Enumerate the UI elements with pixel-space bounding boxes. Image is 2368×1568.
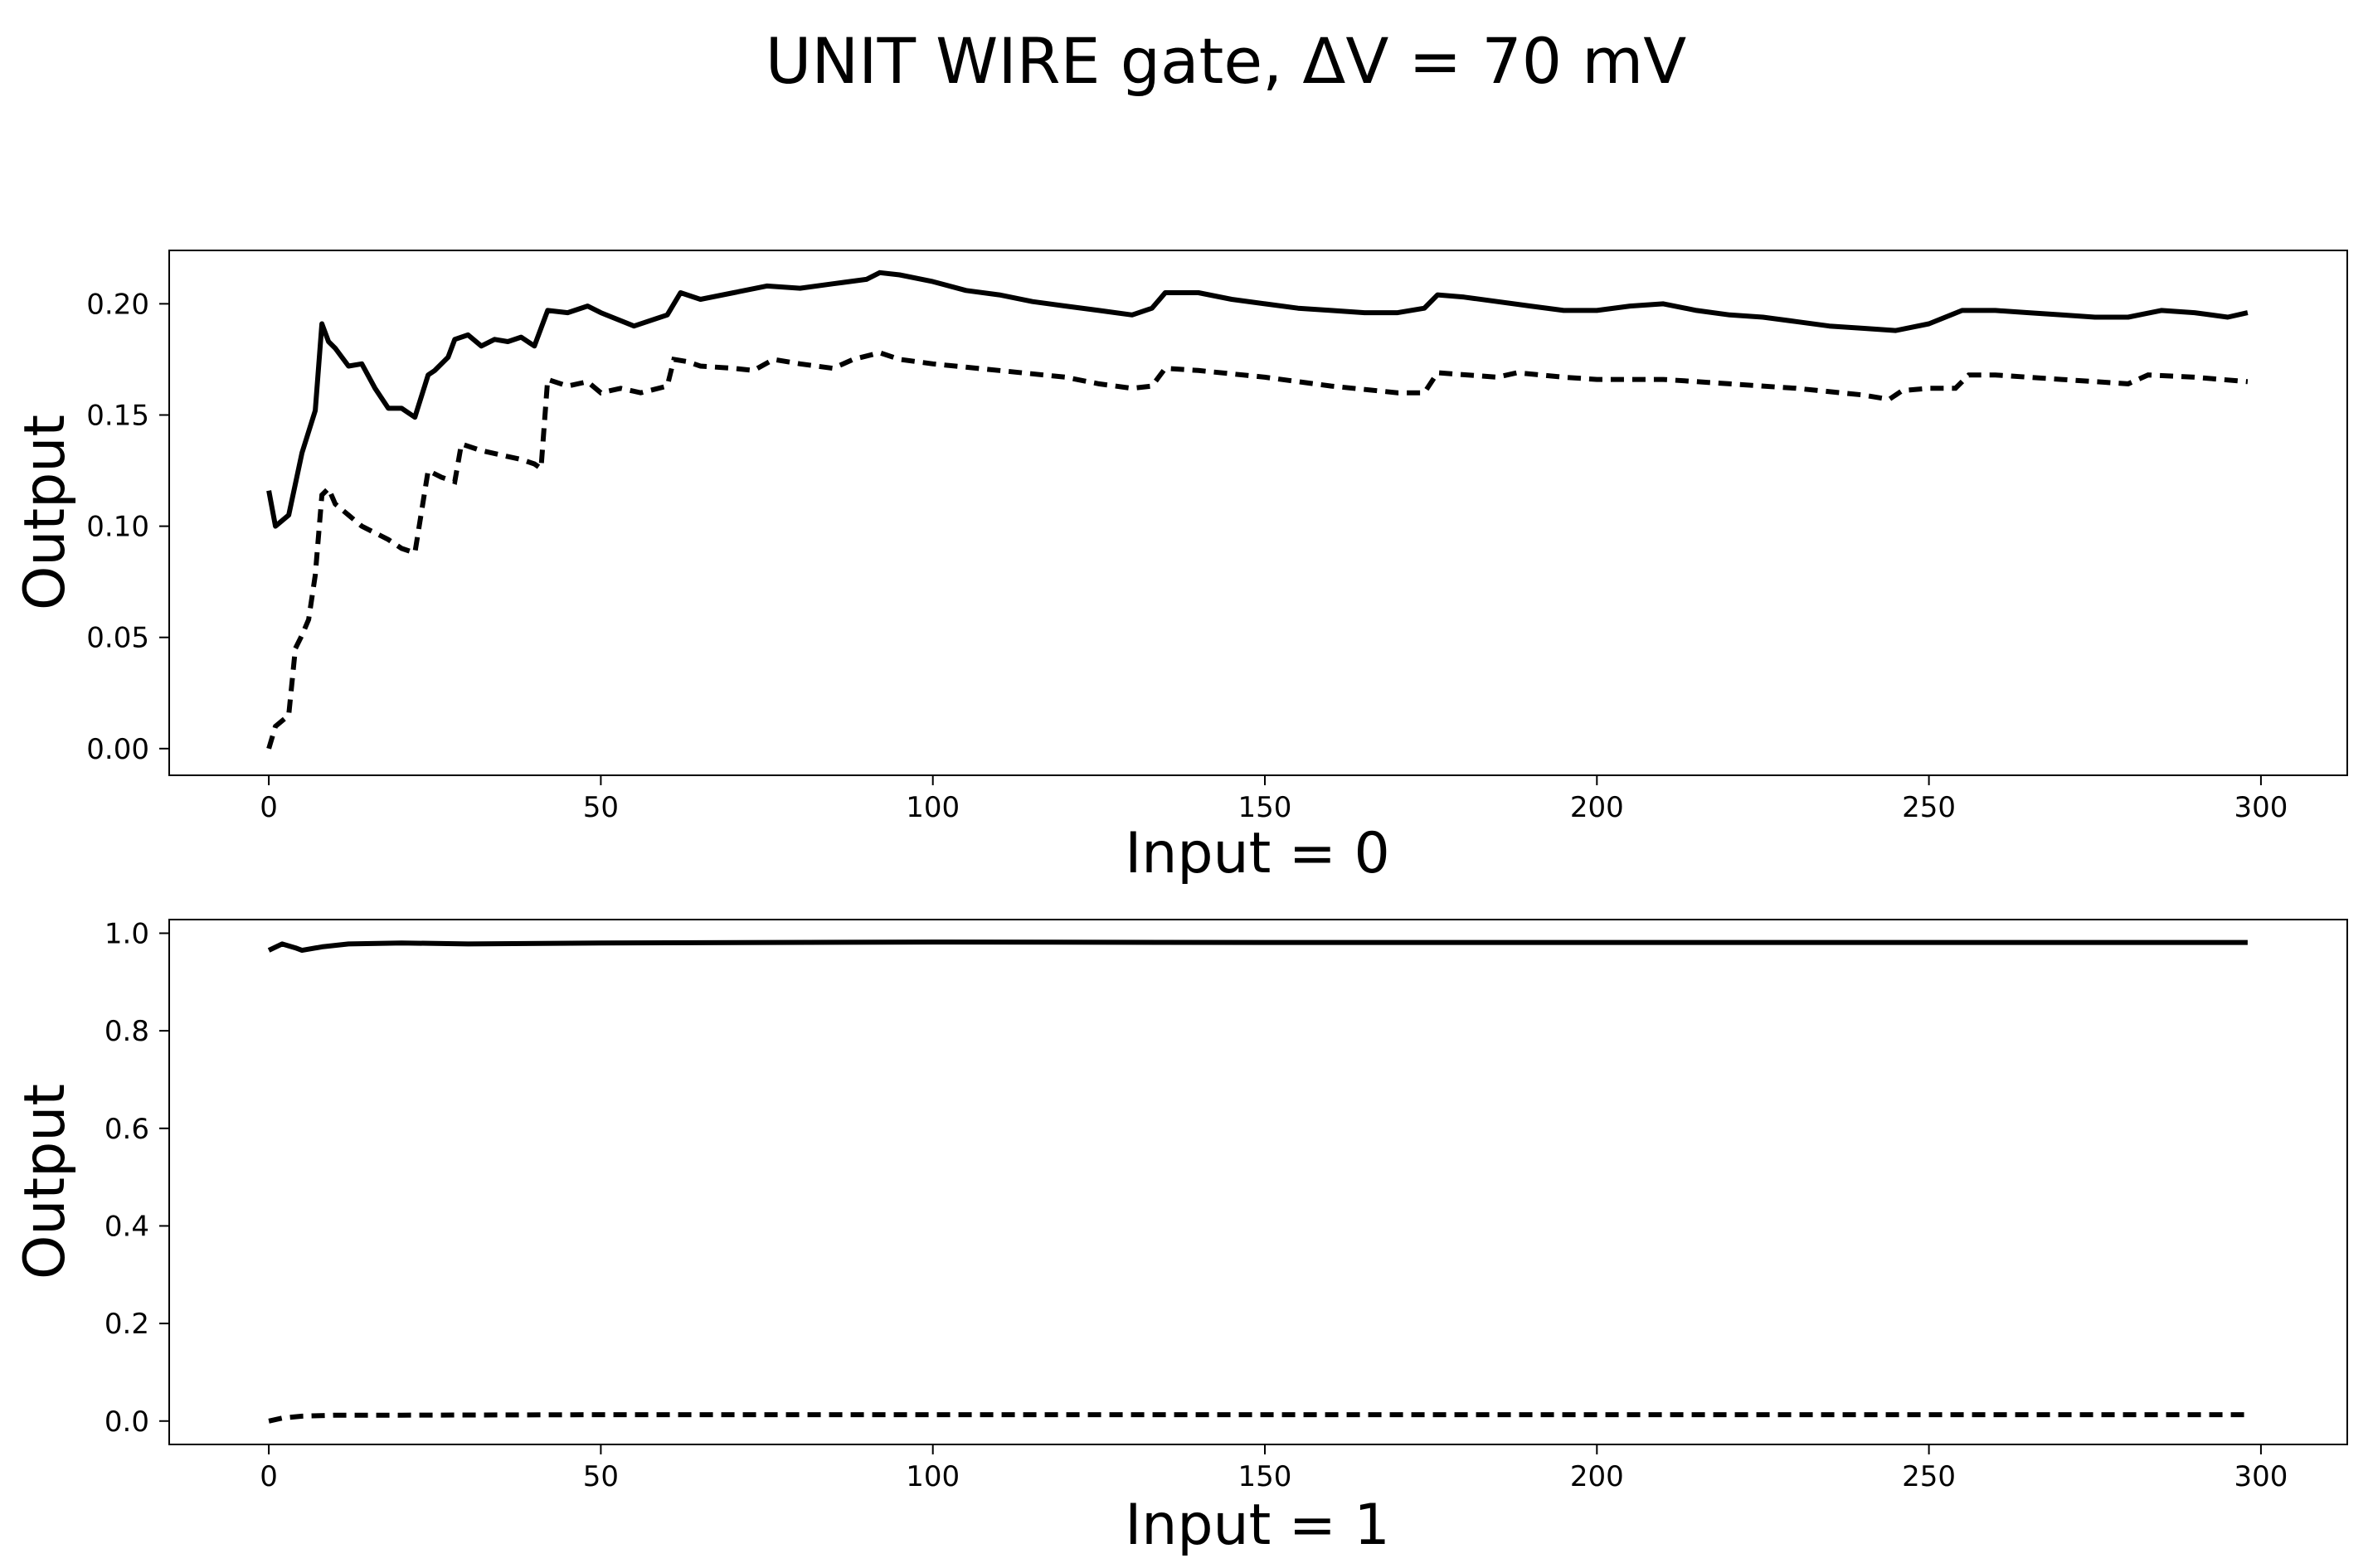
series-line-dashed-input-1 — [268, 1412, 2248, 1424]
x-tick-label: 100 — [906, 1460, 960, 1493]
x-tick-label: 250 — [1902, 791, 1956, 824]
x-tick-label: 150 — [1238, 791, 1292, 824]
axes-frame-input-1 — [168, 919, 2348, 1445]
x-tick-label: 250 — [1902, 1460, 1956, 1493]
figure-title: UNIT WIRE gate, ΔV = 70 mV — [766, 24, 1687, 98]
x-tick-label: 50 — [583, 1460, 619, 1493]
panel-input-1: 0 50 100 150 200 250 300 0.0 0.2 0.4 0.6 0.8 1.0 Inp… — [12, 917, 2348, 1558]
x-axis-label-input-1: Input = 1 — [1125, 1493, 1390, 1558]
series-line-solid-input-1 — [267, 939, 2248, 954]
x-tick-label: 0 — [260, 1460, 278, 1493]
y-tick-label: 0.00 — [86, 733, 149, 766]
y-tick-label: 0.0 — [105, 1405, 149, 1439]
x-axis-label-input-0: Input = 0 — [1125, 821, 1390, 886]
y-tick-label: 0.2 — [105, 1308, 149, 1341]
x-tick-label: 300 — [2234, 791, 2288, 824]
x-tick-label: 200 — [1570, 1460, 1624, 1493]
axes-frame-input-0 — [168, 250, 2348, 776]
y-tick-label: 0.8 — [105, 1015, 149, 1048]
series-line-solid-input-0 — [266, 269, 2249, 529]
y-tick-label: 0.20 — [86, 288, 149, 321]
y-tick-label: 0.05 — [86, 622, 149, 655]
y-tick-label: 0.15 — [86, 399, 149, 432]
series-line-dashed-input-0 — [266, 350, 2249, 750]
y-tick-label: 0.10 — [86, 511, 149, 544]
y-tick-label: 1.0 — [105, 917, 149, 950]
y-axis-label-input-0: Output — [12, 415, 78, 610]
ticks-input-1: 0 50 100 150 200 250 300 0.0 0.2 0.4 0.6 0.8 1.0 — [105, 917, 2288, 1493]
x-tick-label: 150 — [1238, 1460, 1292, 1493]
x-tick-label: 0 — [260, 791, 278, 824]
plot-area-input-1 — [267, 939, 2248, 1424]
x-tick-label: 300 — [2234, 1460, 2288, 1493]
x-tick-label: 100 — [906, 791, 960, 824]
y-axis-label-input-1: Output — [12, 1084, 78, 1279]
y-tick-label: 0.6 — [105, 1113, 149, 1146]
ticks-input-0: 0 50 100 150 200 250 300 0.00 0.05 0.10 0.15 0.20 — [86, 288, 2288, 824]
plot-area-input-0 — [266, 269, 2249, 750]
panel-input-0: 0 50 100 150 200 250 300 0.00 0.05 0.10 0.15 0.20 I… — [12, 250, 2348, 886]
x-tick-label: 50 — [583, 791, 619, 824]
y-tick-label: 0.4 — [105, 1210, 149, 1243]
x-tick-label: 200 — [1570, 791, 1624, 824]
